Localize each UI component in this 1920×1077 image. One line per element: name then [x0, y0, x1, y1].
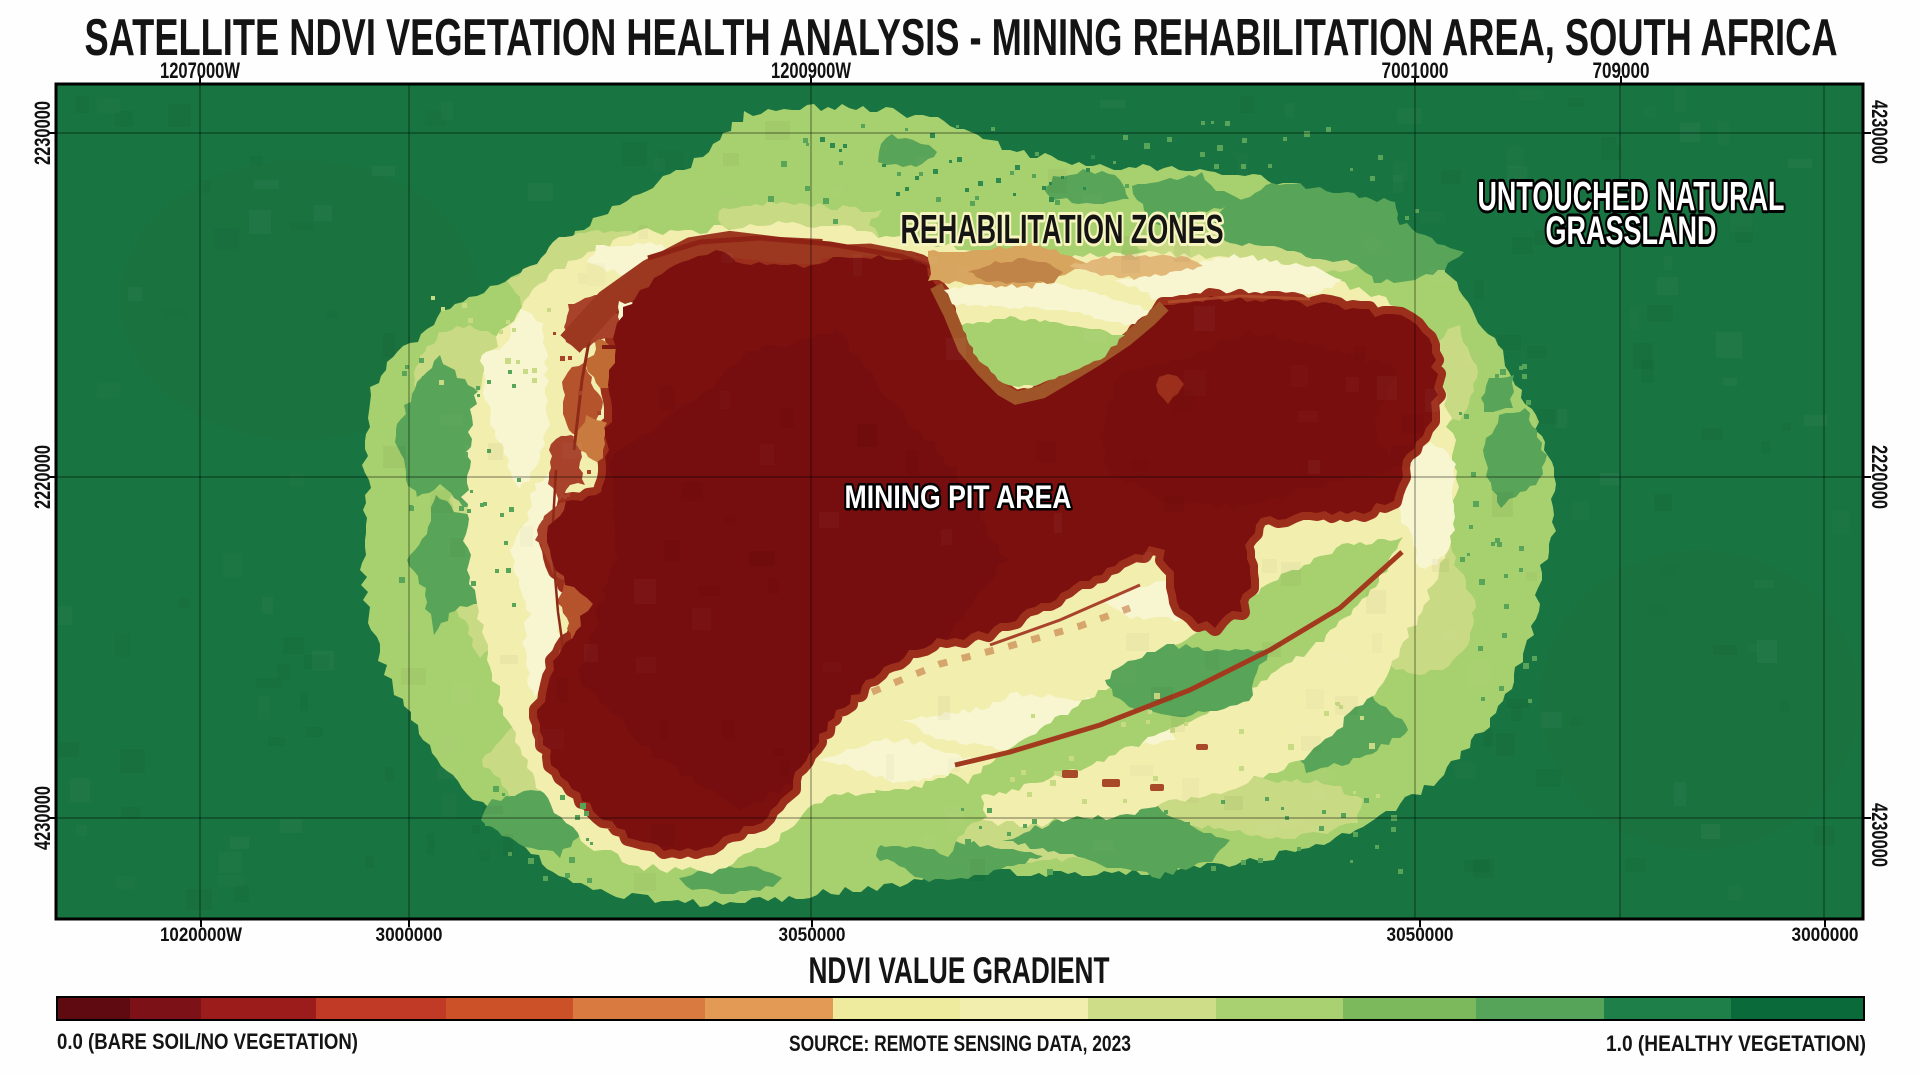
svg-text:REHABILITATION ZONES: REHABILITATION ZONES: [901, 206, 1224, 252]
svg-text:GRASSLAND: GRASSLAND: [1546, 209, 1717, 253]
svg-text:2220000: 2220000: [30, 445, 55, 509]
svg-text:3050000: 3050000: [779, 925, 846, 946]
svg-text:7001000: 7001000: [1382, 58, 1449, 83]
svg-text:1.0 (HEALTHY VEGETATION): 1.0 (HEALTHY VEGETATION): [1606, 1031, 1866, 1056]
svg-text:4230000: 4230000: [1867, 803, 1892, 867]
svg-text:1207000W: 1207000W: [160, 58, 240, 83]
svg-text:SOURCE: REMOTE SENSING DATA, 2: SOURCE: REMOTE SENSING DATA, 2023: [789, 1031, 1131, 1056]
svg-text:UNTOUCHED NATURAL: UNTOUCHED NATURAL: [1478, 173, 1785, 219]
svg-text:709000: 709000: [1593, 58, 1650, 83]
svg-text:2230000: 2230000: [30, 101, 55, 165]
svg-text:NDVI VALUE GRADIENT: NDVI VALUE GRADIENT: [809, 950, 1110, 991]
svg-text:0.0 (BARE SOIL/NO VEGETATION): 0.0 (BARE SOIL/NO VEGETATION): [57, 1029, 358, 1054]
svg-text:3000000: 3000000: [1792, 925, 1859, 946]
svg-text:MINING PIT AREA: MINING PIT AREA: [845, 479, 1072, 515]
svg-text:SATELLITE NDVI VEGETATION HEAL: SATELLITE NDVI VEGETATION HEALTH ANALYSI…: [85, 9, 1838, 67]
svg-text:3000000: 3000000: [376, 925, 443, 946]
svg-text:4230000: 4230000: [1867, 100, 1892, 164]
svg-text:1020000W: 1020000W: [160, 925, 242, 946]
svg-text:1200900W: 1200900W: [771, 58, 851, 83]
svg-text:3050000: 3050000: [1387, 925, 1454, 946]
svg-text:4230000: 4230000: [30, 786, 55, 850]
svg-text:2220000: 2220000: [1867, 445, 1892, 509]
